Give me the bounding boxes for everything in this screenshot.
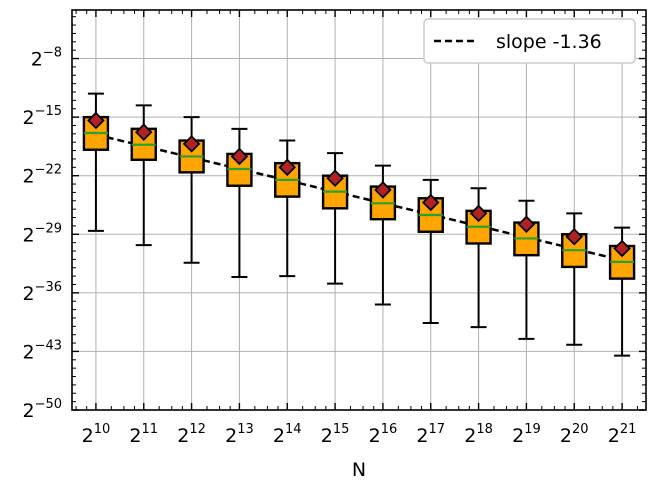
mean-marker <box>613 239 631 258</box>
y-tick-label: 2−36 <box>22 280 62 305</box>
y-tick-label: 2−29 <box>22 221 62 246</box>
box-layer <box>82 92 636 357</box>
x-tick-labels: 210 211 212 213 214 215 216 217 218 219 220 221 <box>82 422 637 447</box>
legend-entry-label: slope -1.36 <box>496 31 602 53</box>
box-element <box>321 152 349 285</box>
mean-marker <box>134 123 153 141</box>
x-tick-label: 212 <box>177 422 206 447</box>
x-tick-label: 218 <box>464 422 493 447</box>
box-element <box>513 199 540 340</box>
box-element <box>608 226 636 357</box>
plot-background <box>72 10 646 410</box>
y-tick-label: 2−8 <box>31 46 62 71</box>
x-tick-label: 210 <box>82 422 111 447</box>
mean-marker <box>278 158 297 177</box>
box-element <box>561 212 588 346</box>
box-element <box>369 164 397 306</box>
legend-box <box>423 18 636 64</box>
x-tick-label: 214 <box>273 422 302 447</box>
box-element <box>226 127 253 278</box>
mean-marker <box>230 147 249 166</box>
box-element <box>130 104 157 247</box>
mean-marker <box>87 111 105 130</box>
x-tick-label: 216 <box>369 422 398 447</box>
mean-marker <box>374 181 392 199</box>
y-tick-label: 2−50 <box>22 397 62 422</box>
x-tick-label: 211 <box>129 422 158 447</box>
box-element <box>465 187 492 329</box>
box-element <box>178 116 205 264</box>
y-tick-labels: 2−8 2−15 2−22 2−29 2−36 2−43 2−50 <box>22 46 62 422</box>
box-element <box>274 139 301 278</box>
mean-marker <box>421 193 440 212</box>
x-axis-label: N <box>352 459 366 481</box>
legend: slope -1.36 <box>423 18 636 64</box>
y-tick-label: 2−22 <box>22 163 62 188</box>
y-tick-label: 2−15 <box>22 104 62 129</box>
x-tick-label: 219 <box>512 422 541 447</box>
mean-marker <box>469 204 488 223</box>
x-tick-label: 215 <box>321 422 350 447</box>
x-tick-label: 221 <box>608 422 637 447</box>
box-element <box>417 178 444 324</box>
mean-marker <box>565 228 584 246</box>
box-element <box>82 92 110 232</box>
mean-marker <box>517 215 536 233</box>
mean-marker <box>182 135 201 153</box>
plot-frame <box>71 9 647 411</box>
x-tick-label: 213 <box>225 422 254 447</box>
mean-marker <box>326 169 344 187</box>
x-tick-label: 220 <box>560 422 589 447</box>
y-tick-label: 2−43 <box>22 338 62 363</box>
x-tick-label: 217 <box>416 422 445 447</box>
